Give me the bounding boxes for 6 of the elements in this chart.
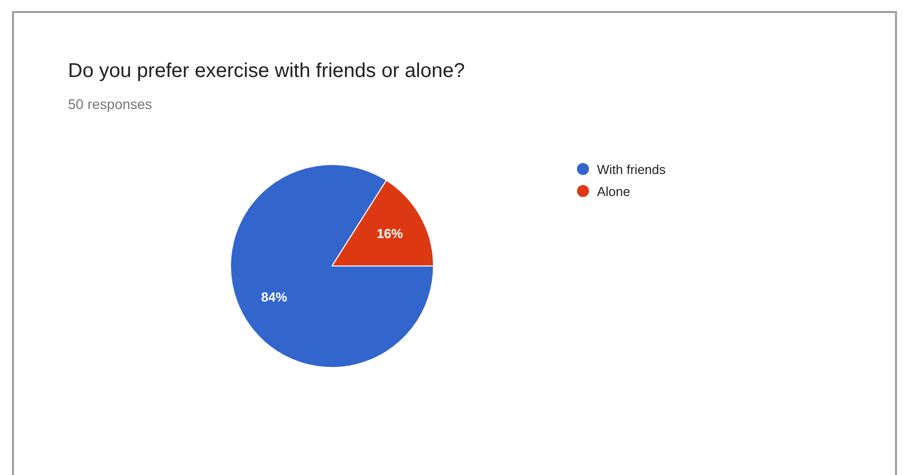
text: 50 responses <box>68 96 152 112</box>
legend-label: With friends <box>597 162 666 176</box>
chart-title: Do you prefer exercise with friends or alone? <box>68 60 465 83</box>
data-label: 16% <box>376 226 404 241</box>
data-label: 84% <box>261 289 288 304</box>
legend-label: Alone <box>597 184 630 198</box>
